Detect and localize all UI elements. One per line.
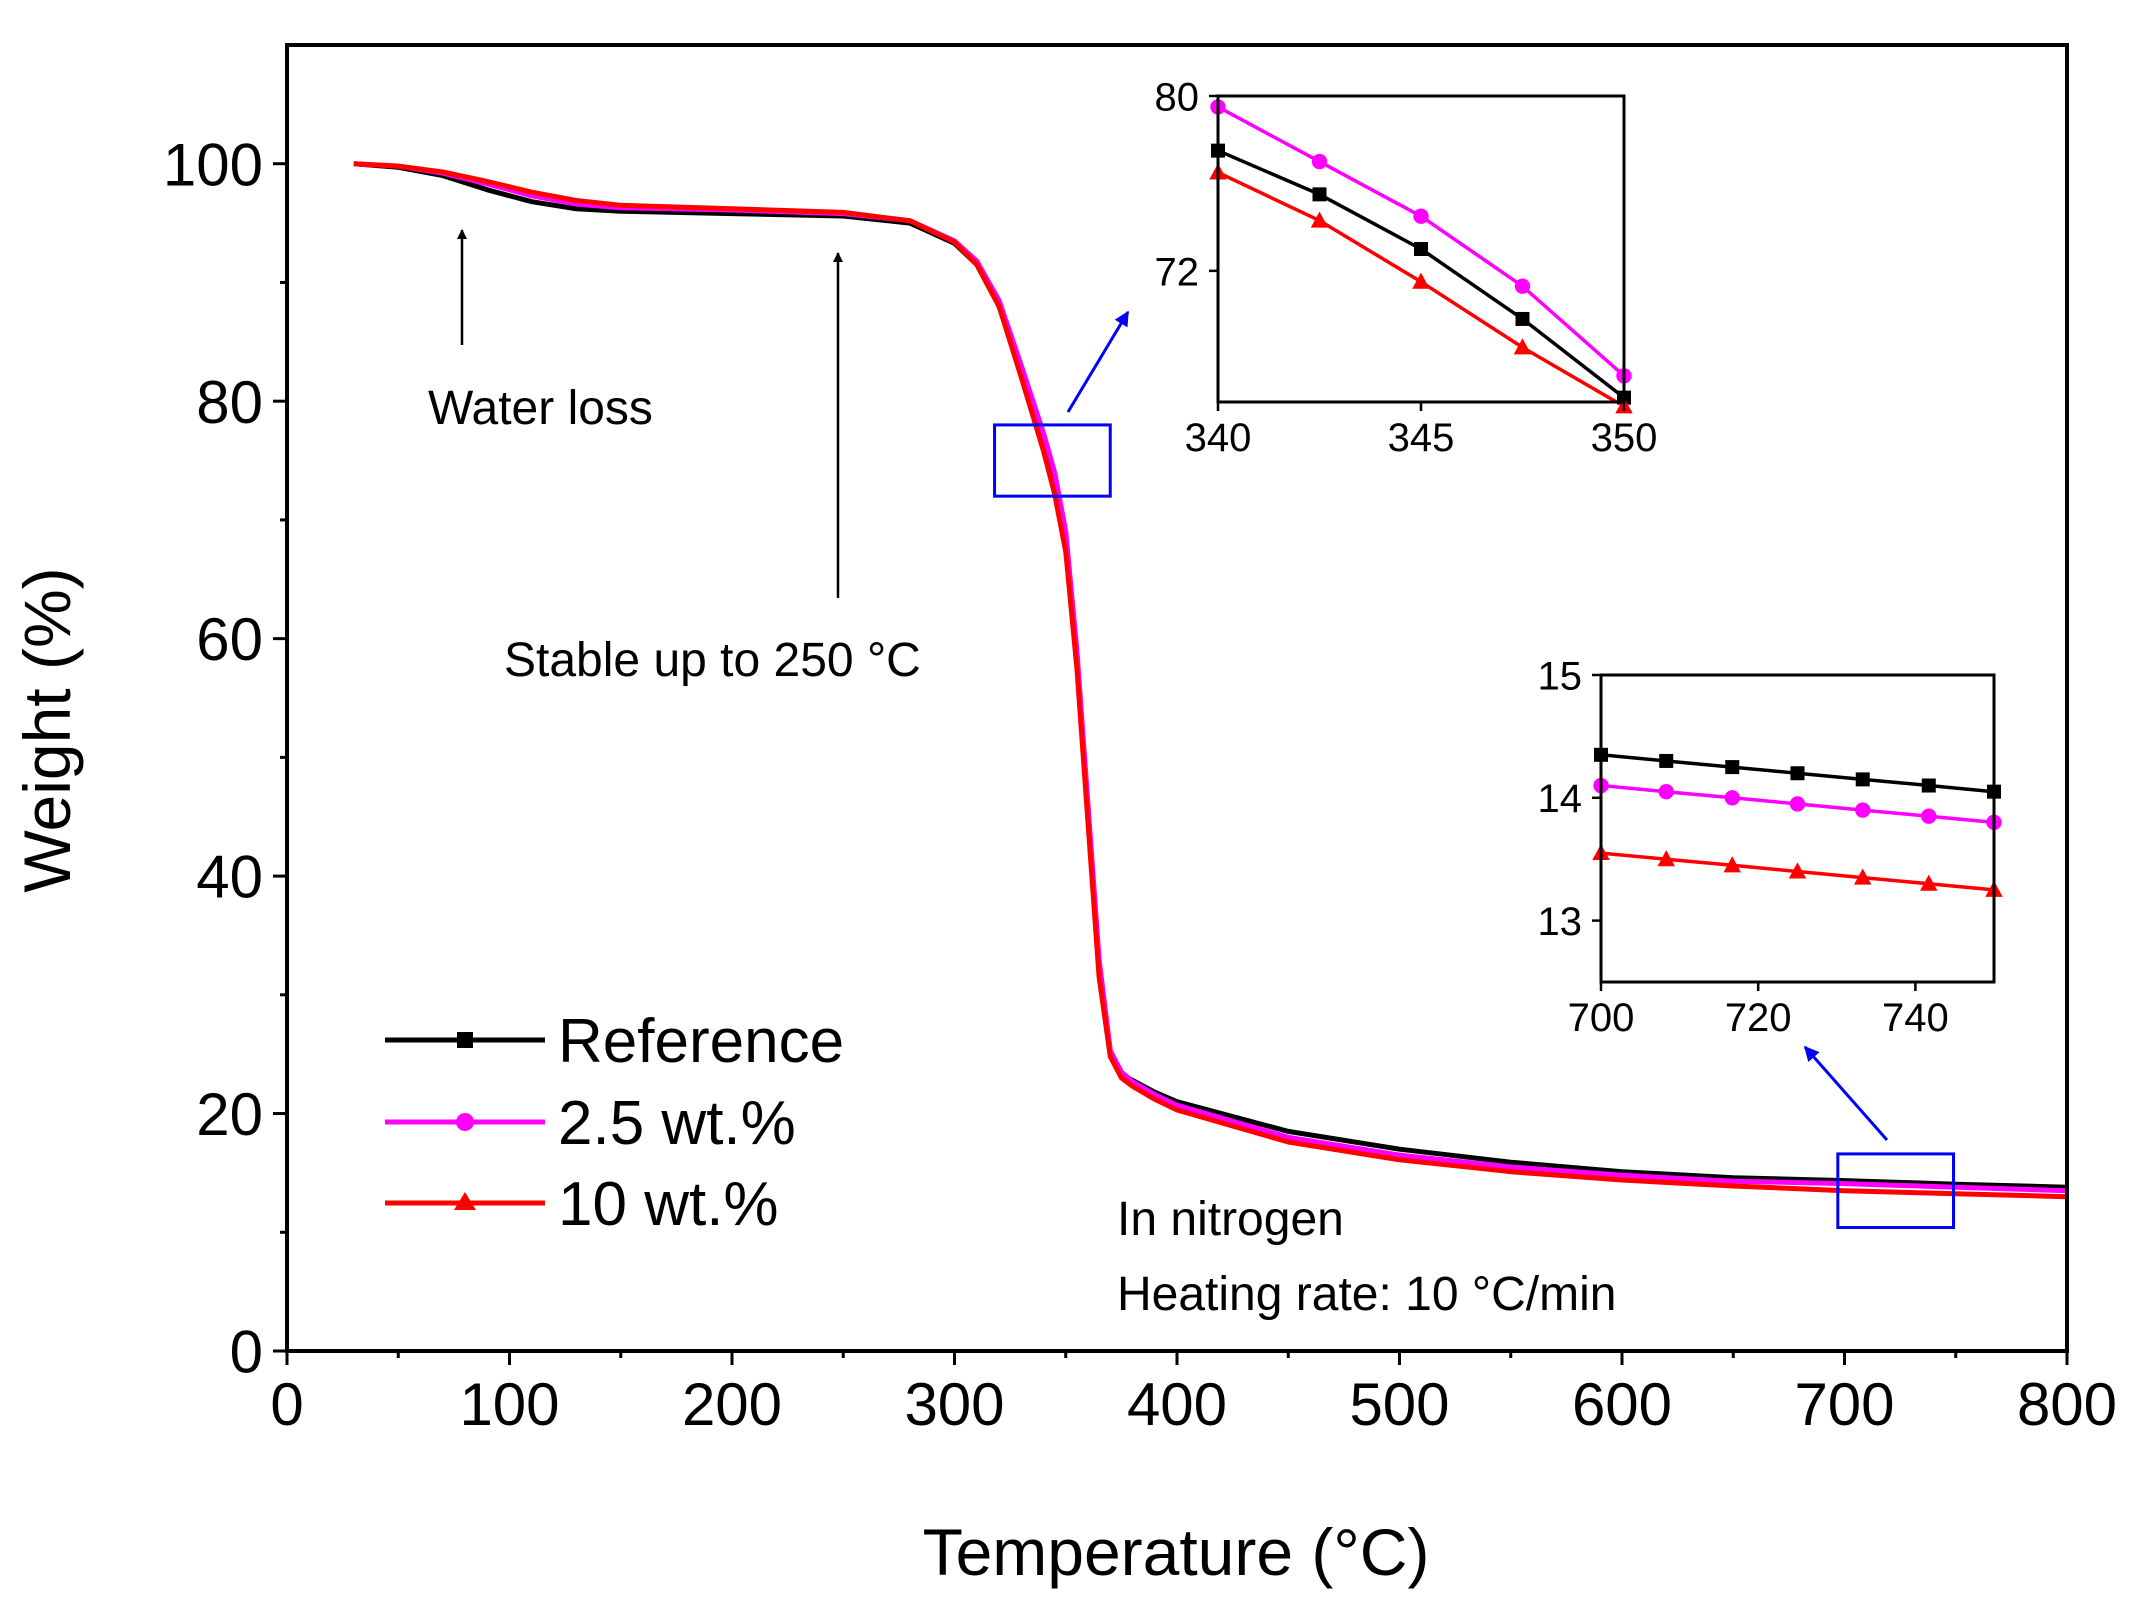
inset1-series-line-2	[1218, 170, 1620, 402]
inset1-series-0-point-1	[1312, 187, 1327, 202]
main-x-tick-label-8: 800	[2017, 1371, 2117, 1438]
legend-marker-2-5	[456, 1113, 474, 1131]
main-x-tick-label-0: 0	[270, 1371, 303, 1438]
main-x-tick-label-6: 600	[1572, 1371, 1672, 1438]
main-series-line-2	[353, 161, 2067, 1200]
inset1-y-tick-label-1: 80	[1155, 75, 1200, 119]
zoom-box-1	[1836, 1152, 1956, 1230]
inset1-series-0-point-2	[1414, 242, 1428, 256]
inset2-series-2-point-2	[1723, 856, 1742, 873]
legend-marker-reference	[457, 1032, 473, 1048]
zoom-box-0	[993, 423, 1112, 498]
inset2-series-2-point-1	[1657, 850, 1675, 867]
main-x-tick-label-7: 700	[1794, 1371, 1894, 1438]
inset1-series-2-point-3	[1513, 338, 1532, 355]
inset2-x-tick-label-0: 700	[1568, 996, 1635, 1040]
legend-label-10: 10 wt.%	[558, 1170, 779, 1239]
inset1-series-1-point-3	[1514, 278, 1531, 294]
y-axis-title: Weight (%)	[10, 567, 84, 892]
inset2-y-tick-label-2: 15	[1538, 654, 1583, 698]
inset-plot-700-750: 700 720 740 13 14 15	[1538, 654, 2003, 1040]
main-y-tick-label-1: 20	[196, 1081, 263, 1148]
inset1-series-0-point-3	[1515, 311, 1530, 326]
zoom-arrow-2	[1803, 1045, 1889, 1141]
inset2-series-2-point-4	[1853, 868, 1872, 885]
inset2-series-1-point-1	[1658, 783, 1674, 800]
main-y-tick-label-5: 100	[163, 131, 263, 198]
legend: Reference 2.5 wt.% 10 wt.%	[385, 1007, 844, 1239]
inset1-series-1-point-1	[1311, 153, 1328, 170]
inset2-series-1-point-3	[1789, 796, 1806, 812]
inset1-series-line-1	[1218, 105, 1624, 378]
zoom-arrow-1	[1066, 310, 1130, 413]
main-x-tick-label-5: 500	[1349, 1371, 1449, 1438]
inset2-series-1-point-5	[1921, 808, 1937, 824]
inset1-series-2-point-1	[1310, 211, 1329, 228]
inset2-series-0-point-1	[1659, 753, 1674, 768]
inset2-y-tick-label-0: 13	[1538, 900, 1583, 944]
main-y-tick-label-0: 0	[230, 1319, 263, 1386]
inset2-series-1-point-2	[1724, 790, 1740, 806]
inset2-series-2-point-5	[1920, 874, 1938, 891]
inset2-frame	[1599, 673, 1996, 984]
inset2-series-0-point-5	[1921, 778, 1936, 793]
legend-label-reference: Reference	[558, 1007, 844, 1076]
water-loss-label: Water loss	[428, 382, 653, 435]
main-series-line-1	[353, 161, 2067, 1194]
inset2-x-tick-label-1: 720	[1725, 996, 1792, 1040]
legend-label-2-5: 2.5 wt.%	[558, 1089, 796, 1158]
x-axis-title: Temperature (°C)	[923, 1515, 1430, 1589]
main-y-tick-label-4: 80	[196, 369, 263, 436]
main-x-tick-label-2: 200	[682, 1371, 782, 1438]
main-frame	[285, 43, 2069, 1353]
legend-marker-10	[454, 1192, 476, 1210]
inset2-x-tick-label-2: 740	[1882, 996, 1949, 1040]
main-y-tick-label-2: 40	[196, 844, 263, 911]
inset1-x-tick-label-2: 350	[1591, 416, 1658, 460]
main-x-tick-label-1: 100	[459, 1371, 559, 1438]
inset1-x-tick-label-1: 345	[1388, 416, 1455, 460]
inset1-series-2-point-2	[1412, 272, 1430, 289]
inset2-series-0-point-2	[1725, 760, 1740, 775]
inset1-y-tick-label-0: 72	[1155, 250, 1200, 294]
atmosphere-label: In nitrogen	[1117, 1193, 1344, 1246]
main-x-tick-label-4: 400	[1127, 1371, 1227, 1438]
main-y-tick-label-3: 60	[196, 606, 263, 673]
inset1-series-1-point-2	[1413, 208, 1429, 224]
inset-plot-340-350: 340 345 350 72 80	[1155, 75, 1658, 460]
inset1-x-tick-label-0: 340	[1185, 416, 1252, 460]
stable-label: Stable up to 250 °C	[504, 634, 921, 687]
inset2-y-tick-label-1: 14	[1538, 777, 1583, 821]
inset2-series-2-point-3	[1788, 862, 1807, 879]
main-plot: 0 100 200 300 400 500 600 700 800 0 20 40 60 80 100	[163, 43, 2117, 1438]
inset2-series-1-point-4	[1855, 802, 1871, 818]
heating-rate-label: Heating rate: 10 °C/min	[1117, 1268, 1616, 1321]
main-x-tick-label-3: 300	[904, 1371, 1004, 1438]
inset2-series-0-point-3	[1790, 766, 1805, 781]
inset2-series-0-point-4	[1855, 772, 1870, 787]
